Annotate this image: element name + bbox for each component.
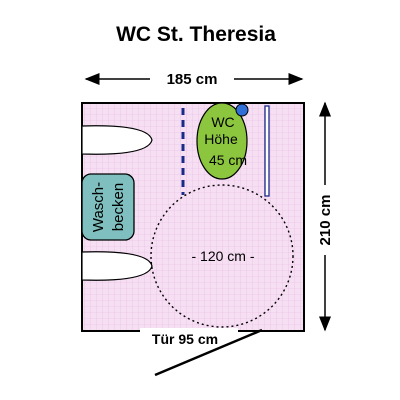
sink-label-1: Wasch- [90,182,107,232]
width-label-bg [150,68,234,90]
width-label: 185 cm [167,71,218,88]
toilet-label-2: Höhe [204,131,238,147]
fixed-grab-bar [264,105,270,197]
door-label: Tür 95 cm [152,331,218,347]
page-title: WC St. Theresia [116,23,276,46]
wall-fixture-upper [81,125,153,155]
sink [81,173,135,241]
turning-circle-label: - 120 cm - [191,248,254,264]
sink-label-2: becken [110,183,127,231]
turning-circle [150,184,294,328]
door-leaf [154,328,263,377]
door-opening [140,328,238,334]
flush-button [235,103,249,117]
toilet-label-3: 45 cm [209,152,247,168]
wall-fixture-lower [81,251,153,281]
toilet [196,102,248,180]
height-label-bg [314,185,336,255]
toilet-label-1: WC [211,114,234,130]
height-label: 210 cm [317,195,334,246]
